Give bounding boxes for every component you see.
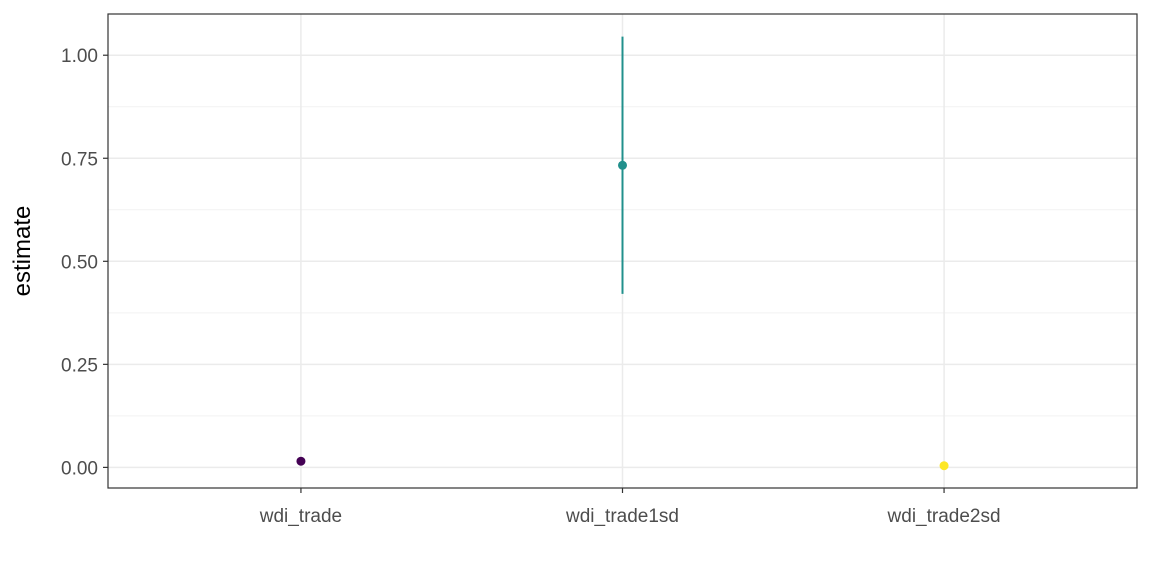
- y-axis-title: estimate: [9, 206, 36, 297]
- y-tick-label: 1.00: [61, 46, 98, 67]
- x-tick-label: wdi_trade: [259, 506, 342, 527]
- y-tick-label: 0.50: [61, 252, 98, 273]
- y-tick-label: 0.75: [61, 149, 98, 170]
- y-tick-label: 0.00: [61, 458, 98, 479]
- x-tick-label: wdi_trade2sd: [887, 506, 1001, 527]
- point-estimate: [939, 461, 949, 471]
- point-estimate: [618, 160, 627, 170]
- y-axis: 0.00 0.25 0.50 0.75 1.00: [61, 46, 108, 479]
- data-marks: [296, 36, 949, 471]
- y-tick-label: 0.25: [61, 355, 98, 376]
- x-tick-label: wdi_trade1sd: [565, 506, 679, 527]
- point-estimate: [296, 456, 306, 466]
- x-axis: wdi_trade wdi_trade1sd wdi_trade2sd: [259, 488, 1001, 527]
